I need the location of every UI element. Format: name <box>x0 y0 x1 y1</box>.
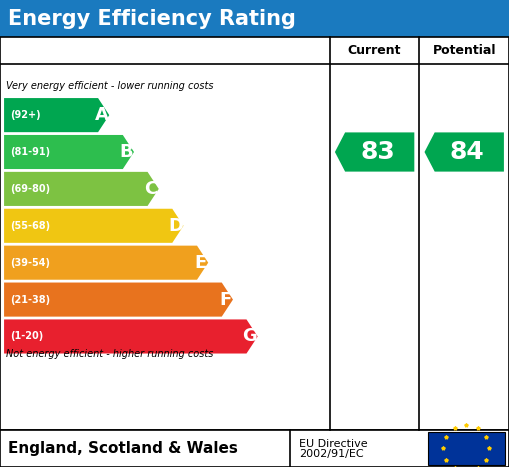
Polygon shape <box>4 319 258 354</box>
Text: (55-68): (55-68) <box>10 221 50 231</box>
Polygon shape <box>4 135 134 169</box>
Polygon shape <box>4 283 233 317</box>
Bar <box>0 0 509 37</box>
Text: EU Directive: EU Directive <box>299 439 368 449</box>
Text: D: D <box>168 217 183 235</box>
Text: (81-91): (81-91) <box>10 147 50 157</box>
Text: (1-20): (1-20) <box>10 332 43 341</box>
Text: (69-80): (69-80) <box>10 184 50 194</box>
Text: E: E <box>194 254 207 272</box>
Text: 2002/91/EC: 2002/91/EC <box>299 449 364 459</box>
Polygon shape <box>425 133 504 171</box>
Polygon shape <box>4 172 159 206</box>
Text: Not energy efficient - higher running costs: Not energy efficient - higher running co… <box>6 349 213 360</box>
Text: Potential: Potential <box>433 44 496 57</box>
Text: C: C <box>144 180 157 198</box>
Text: (21-38): (21-38) <box>10 295 50 304</box>
Text: A: A <box>95 106 108 124</box>
Text: 84: 84 <box>450 140 485 164</box>
Bar <box>428 432 505 465</box>
Text: B: B <box>119 143 133 161</box>
Polygon shape <box>335 133 414 171</box>
Polygon shape <box>4 98 109 132</box>
Bar <box>0 430 509 467</box>
Text: G: G <box>242 327 257 346</box>
Text: (92+): (92+) <box>10 110 41 120</box>
Text: (39-54): (39-54) <box>10 258 50 268</box>
Text: Energy Efficiency Rating: Energy Efficiency Rating <box>8 9 296 28</box>
Polygon shape <box>4 246 208 280</box>
Text: Current: Current <box>348 44 402 57</box>
Text: England, Scotland & Wales: England, Scotland & Wales <box>8 441 238 456</box>
Text: F: F <box>219 290 231 309</box>
Bar <box>0 37 509 430</box>
Text: Very energy efficient - lower running costs: Very energy efficient - lower running co… <box>6 81 214 92</box>
Text: 83: 83 <box>360 140 395 164</box>
Polygon shape <box>4 209 183 243</box>
